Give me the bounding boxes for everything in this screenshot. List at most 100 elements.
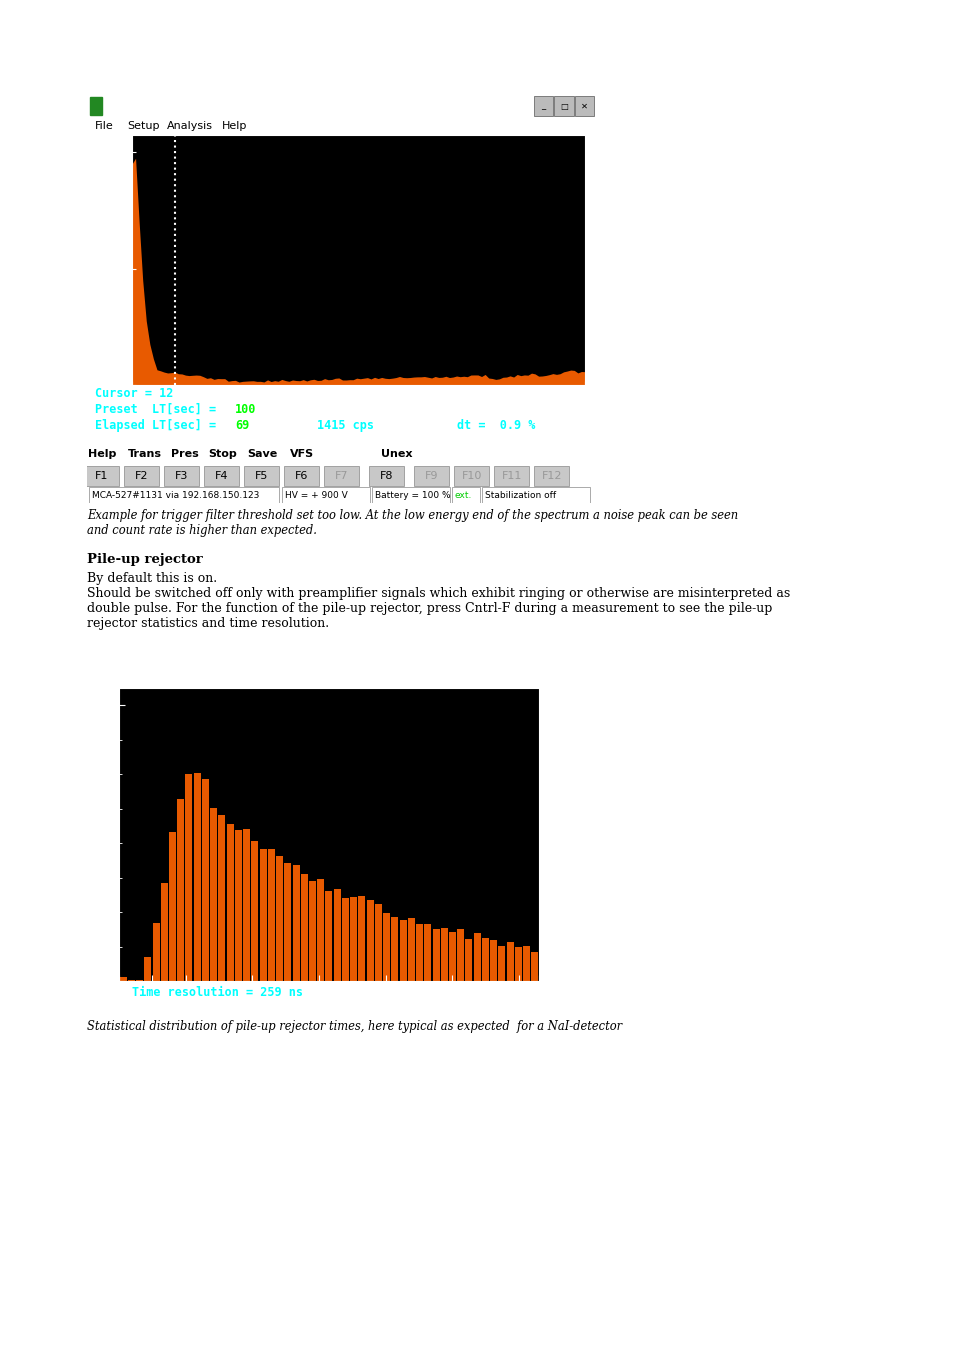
Bar	[89, 486, 278, 503]
Bar	[366, 900, 374, 981]
Text: _: _	[541, 101, 545, 111]
Bar	[124, 466, 159, 486]
Text: HV = + 900 V: HV = + 900 V	[285, 490, 348, 500]
Bar	[204, 466, 239, 486]
Text: Save: Save	[247, 449, 276, 459]
Bar	[185, 774, 193, 981]
Bar	[454, 466, 489, 486]
Bar	[177, 798, 184, 981]
Text: F2: F2	[135, 471, 149, 481]
Bar	[452, 486, 479, 503]
Bar	[481, 486, 589, 503]
Text: Help: Help	[88, 449, 116, 459]
Text: 100: 100	[234, 403, 256, 416]
Text: i: i	[107, 334, 112, 343]
Bar	[227, 824, 233, 981]
Text: F11: F11	[501, 471, 521, 481]
Text: n: n	[107, 365, 112, 374]
Bar	[522, 946, 530, 981]
Bar	[244, 466, 278, 486]
Bar	[534, 96, 553, 116]
Text: VFS: VFS	[290, 449, 314, 459]
Text: Cursor = 12: Cursor = 12	[95, 386, 173, 400]
Text: t: t	[107, 208, 112, 218]
Bar	[268, 850, 274, 981]
Text: Battery = 100 %: Battery = 100 %	[375, 490, 450, 500]
Text: l: l	[107, 301, 112, 312]
Bar	[210, 808, 217, 981]
Bar	[408, 919, 415, 981]
Bar	[325, 890, 333, 981]
Bar	[481, 938, 489, 981]
Text: F12: F12	[541, 471, 561, 481]
Text: Setup: Setup	[127, 122, 159, 131]
Bar	[494, 466, 529, 486]
Bar	[259, 848, 266, 981]
Text: □: □	[559, 101, 567, 111]
Bar	[334, 889, 340, 981]
Bar	[531, 952, 537, 981]
Bar	[372, 486, 450, 503]
Text: F5: F5	[255, 471, 269, 481]
Text: F10: F10	[461, 471, 481, 481]
Text: Stabilization off: Stabilization off	[484, 490, 556, 500]
Bar	[144, 957, 152, 981]
Text: F9: F9	[425, 471, 438, 481]
Bar	[414, 466, 449, 486]
Bar	[152, 923, 159, 981]
Text: u: u	[107, 177, 112, 186]
Text: Should be switched off only with preamplifier signals which exhibit ringing or o: Should be switched off only with preampl…	[87, 588, 789, 630]
Text: Pile-up rejector: Pile-up rejector	[87, 553, 203, 566]
Bar	[119, 977, 127, 981]
Bar	[136, 979, 143, 981]
Bar	[474, 934, 480, 981]
Bar	[490, 940, 497, 981]
Bar	[497, 946, 505, 981]
Text: Elapsed LT[sec] =: Elapsed LT[sec] =	[95, 419, 223, 432]
Bar	[275, 857, 283, 981]
Bar	[506, 942, 513, 981]
Bar	[465, 939, 472, 981]
Bar	[456, 929, 464, 981]
Text: F4: F4	[215, 471, 229, 481]
Bar	[391, 917, 398, 981]
Bar	[534, 466, 568, 486]
Text: WinSPEC (I) [Measurement #160035] - Acquire screen: WinSPEC (I) [Measurement #160035] - Acqu…	[106, 100, 462, 112]
Bar	[202, 780, 209, 981]
Text: Statistical distribution of pile-up rejector times, here typical as expected  fo: Statistical distribution of pile-up reje…	[87, 1020, 621, 1034]
Bar	[84, 466, 119, 486]
Bar	[169, 831, 176, 981]
Text: MCA-527#1131 via 192.168.150.123: MCA-527#1131 via 192.168.150.123	[91, 490, 259, 500]
Bar	[399, 920, 406, 981]
Bar	[293, 865, 299, 981]
Bar	[432, 928, 439, 981]
Bar	[375, 904, 381, 981]
Text: F6: F6	[295, 471, 309, 481]
Bar	[416, 924, 422, 981]
Text: Time resolution = 259 ns: Time resolution = 259 ns	[132, 985, 302, 998]
Text: F1: F1	[95, 471, 109, 481]
Bar	[252, 840, 258, 981]
Bar	[369, 466, 403, 486]
Text: Example for trigger filter threshold set too low. At the low energy end of the s: Example for trigger filter threshold set…	[87, 509, 738, 536]
Bar	[161, 882, 168, 981]
Text: ext.: ext.	[455, 490, 472, 500]
Bar	[317, 878, 324, 981]
Text: Pres: Pres	[171, 449, 198, 459]
Text: Stop: Stop	[209, 449, 237, 459]
Text: F3: F3	[175, 471, 189, 481]
Text: 1415 cps: 1415 cps	[316, 419, 374, 432]
Bar	[309, 881, 315, 981]
Text: F8: F8	[380, 471, 394, 481]
Bar	[282, 486, 370, 503]
Text: Trans: Trans	[128, 449, 162, 459]
Text: File: File	[95, 122, 113, 131]
Bar	[574, 96, 594, 116]
Bar	[90, 97, 102, 115]
Text: a: a	[107, 146, 112, 155]
Bar	[515, 947, 521, 981]
Text: 69: 69	[234, 419, 249, 432]
Bar	[218, 815, 225, 981]
Bar	[234, 830, 242, 981]
Bar	[243, 828, 250, 981]
